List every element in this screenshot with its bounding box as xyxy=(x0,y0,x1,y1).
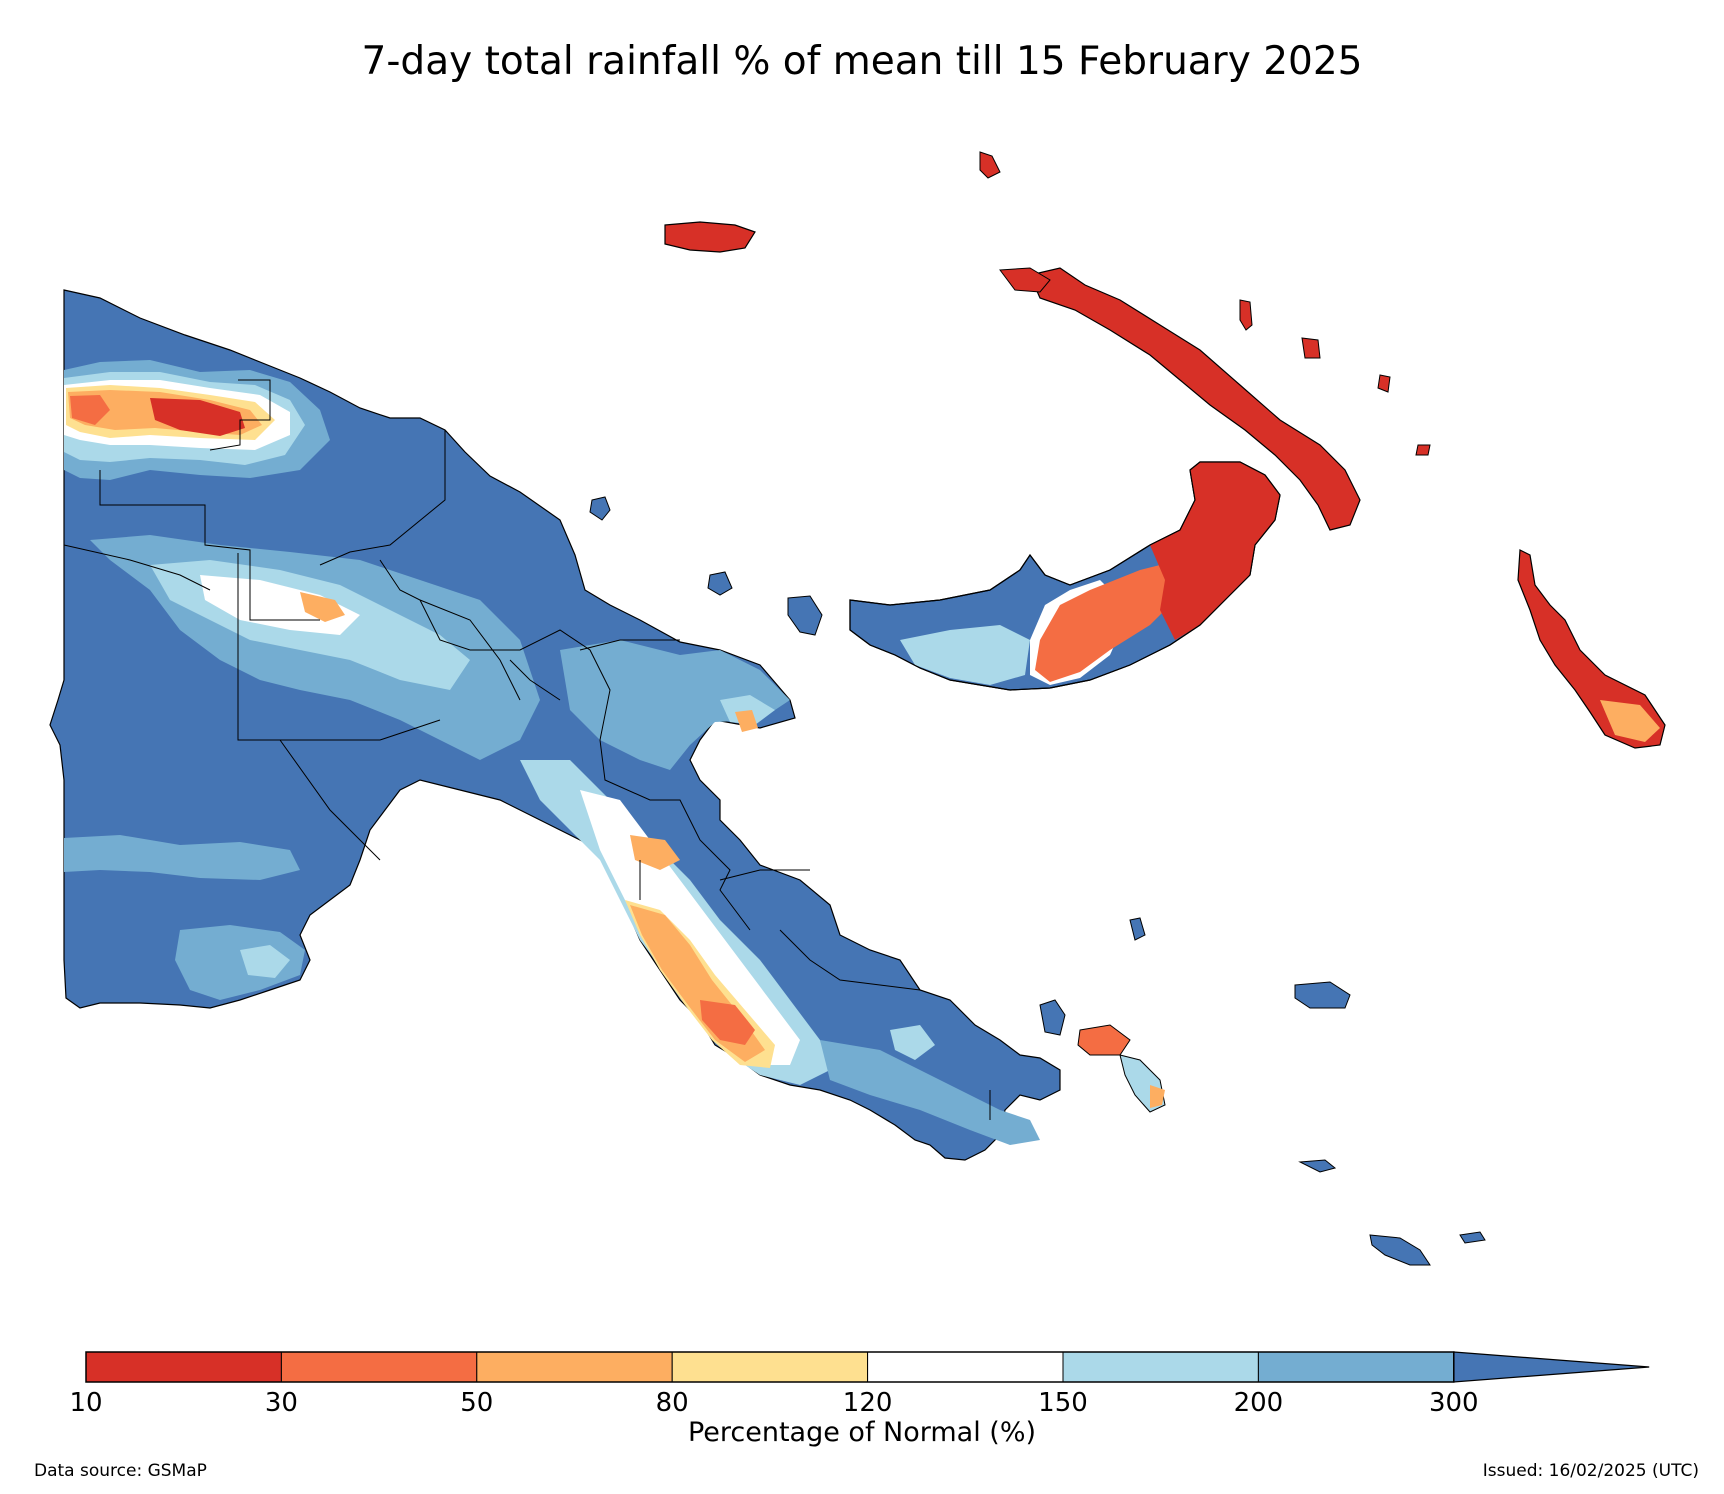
manus-island xyxy=(664,221,756,253)
anomaly-tail-light xyxy=(820,1040,1040,1145)
colorbar-tick-label: 80 xyxy=(655,1388,689,1418)
colorbar-tick-label: 150 xyxy=(1038,1388,1088,1418)
island-rossel xyxy=(1459,1231,1486,1244)
colorbar-extend-arrow xyxy=(1453,1351,1650,1383)
anomaly-south-coast-cyan xyxy=(240,945,290,978)
island-normanby-orange xyxy=(1150,1085,1165,1108)
anomaly-south-coast xyxy=(175,925,305,1000)
island-lihir xyxy=(1301,337,1321,359)
colorbar-bin-200-300 xyxy=(1257,1351,1455,1383)
colorbar-label: Percentage of Normal (%) xyxy=(687,1417,1037,1448)
anomaly-nw-red-west xyxy=(70,395,110,425)
colorbar-tick-label: 120 xyxy=(842,1388,893,1418)
colorbar-tick-label: 30 xyxy=(264,1388,298,1418)
anomaly-morobe-orange xyxy=(735,710,758,732)
data-source: Data source: GSMaP xyxy=(34,1461,207,1481)
new-britain-orange xyxy=(1035,560,1200,682)
island-tabar xyxy=(1239,299,1253,331)
island-umboi xyxy=(787,595,823,636)
anomaly-gulf-red xyxy=(700,1000,755,1045)
bougainville xyxy=(1517,549,1666,749)
island-kiriwina xyxy=(1129,917,1146,941)
colorbar-bin->300 xyxy=(1453,1351,1650,1383)
island-tagula xyxy=(1369,1234,1431,1266)
colorbar-bin-10-30 xyxy=(85,1351,282,1383)
anomaly-south-band xyxy=(64,835,300,880)
mainland-png xyxy=(49,289,1061,1161)
map-title: 7-day total rainfall % of mean till 15 F… xyxy=(361,39,1363,84)
anomaly-gulf-orange-north xyxy=(630,835,680,870)
island-feni xyxy=(1415,444,1431,456)
island-sakar xyxy=(707,571,733,596)
island-tanga xyxy=(1377,374,1391,393)
new-britain-cyan xyxy=(900,625,1030,685)
anomaly-morobe-light xyxy=(560,640,790,770)
colorbar-frame xyxy=(85,1351,1455,1383)
colorbar-bin-50-80 xyxy=(476,1351,673,1383)
colorbar-bin-150-200 xyxy=(1062,1351,1259,1383)
island-karkar xyxy=(589,496,611,521)
island-woodlark xyxy=(1294,981,1351,1009)
colorbar-bin-80-120 xyxy=(671,1351,869,1383)
province-boundaries xyxy=(63,379,991,1120)
colorbar-bin-30-50 xyxy=(280,1351,478,1383)
island-goodenough xyxy=(1039,999,1066,1036)
island-misima xyxy=(1298,1159,1337,1173)
anomaly-morobe-cyan xyxy=(720,695,775,725)
new-britain-red xyxy=(1150,462,1280,640)
colorbar-tick-label: 200 xyxy=(1233,1388,1284,1418)
issued-date: Issued: 16/02/2025 (UTC) xyxy=(1482,1461,1699,1481)
bougainville-orange xyxy=(1600,700,1660,742)
anomaly-tail-cyan xyxy=(890,1025,935,1060)
new-britain-outline xyxy=(849,461,1281,691)
anomaly-highlands-orange xyxy=(300,592,345,622)
new-ireland xyxy=(1029,267,1361,531)
island-north-small xyxy=(979,151,1001,179)
colorbar-tick-label: 10 xyxy=(69,1388,103,1418)
colorbar-bins xyxy=(85,1351,1455,1383)
colorbar-bin-120-150 xyxy=(867,1351,1064,1383)
colorbar-tick-label: 300 xyxy=(1428,1388,1479,1418)
colorbar-tick-label: 50 xyxy=(460,1388,494,1418)
anomaly-nw-red xyxy=(150,398,245,436)
island-mussau xyxy=(999,267,1051,293)
